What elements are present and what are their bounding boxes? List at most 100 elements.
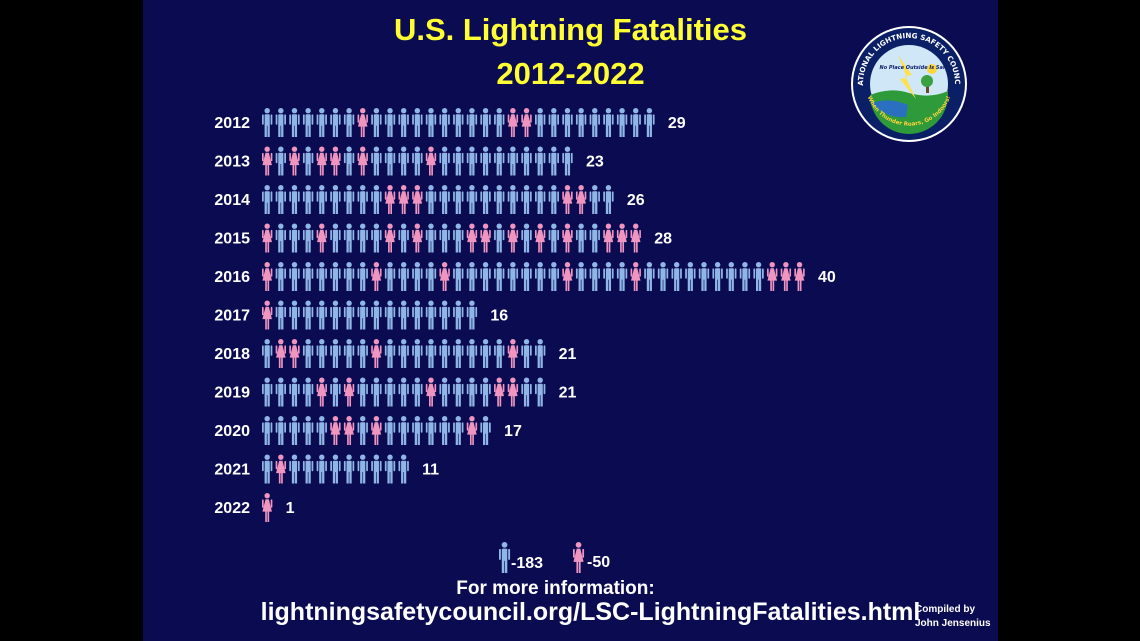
female-figure-icon <box>573 542 585 573</box>
male-figure-icon <box>439 146 450 176</box>
female-figure-icon <box>262 300 273 330</box>
male-figure-icon <box>343 146 355 176</box>
male-figure-icon <box>466 185 478 214</box>
male-figure-icon <box>616 262 628 291</box>
male-figure-icon <box>398 262 409 291</box>
male-figure-icon <box>535 108 546 137</box>
male-figure-icon <box>603 262 614 291</box>
male-figure-icon <box>357 377 368 407</box>
male-figure-icon <box>499 542 511 573</box>
male-figure-icon <box>466 146 478 176</box>
male-figure-icon <box>262 339 273 368</box>
female-figure-icon <box>562 185 573 214</box>
male-figure-icon <box>507 262 519 291</box>
data-label: 17 <box>504 423 522 440</box>
data-label: 21 <box>559 346 577 363</box>
male-figure-icon <box>316 454 327 484</box>
female-figure-icon <box>562 223 573 253</box>
male-figure-icon <box>439 300 450 330</box>
male-figure-icon <box>398 339 409 368</box>
year-label: 2019 <box>214 385 250 402</box>
male-figure-icon <box>739 262 751 291</box>
male-figure-icon <box>494 223 505 253</box>
male-figure-icon <box>275 146 287 176</box>
male-figure-icon <box>289 454 300 484</box>
male-figure-icon <box>453 108 464 137</box>
male-figure-icon <box>302 223 314 253</box>
male-figure-icon <box>289 108 300 137</box>
male-figure-icon <box>357 185 368 214</box>
male-figure-icon <box>603 185 614 214</box>
female-figure-icon <box>289 339 300 368</box>
male-figure-icon <box>384 300 396 330</box>
male-figure-icon <box>343 454 355 484</box>
female-figure-icon <box>425 146 437 176</box>
male-figure-icon <box>453 416 464 445</box>
female-figure-icon <box>507 377 519 407</box>
male-figure-icon <box>412 108 423 137</box>
data-label: 11 <box>422 462 439 479</box>
male-figure-icon <box>343 185 355 214</box>
compiler-name: John Jensenius <box>915 618 991 629</box>
female-figure-icon <box>466 223 478 253</box>
male-figure-icon <box>575 108 587 137</box>
male-figure-icon <box>289 262 300 291</box>
male-figure-icon <box>316 416 327 445</box>
male-figure-icon <box>616 108 628 137</box>
female-figure-icon <box>316 223 327 253</box>
female-figure-icon <box>262 223 273 253</box>
male-figure-icon <box>302 339 314 368</box>
female-figure-icon <box>384 185 396 214</box>
female-figure-icon <box>357 146 368 176</box>
male-figure-icon <box>398 454 409 484</box>
male-figure-icon <box>453 262 464 291</box>
male-figure-icon <box>343 339 355 368</box>
male-figure-icon <box>302 377 314 407</box>
male-figure-icon <box>357 262 368 291</box>
data-label: 29 <box>668 115 686 132</box>
male-figure-icon <box>371 300 382 330</box>
male-figure-icon <box>412 416 423 445</box>
legend-label: -50 <box>587 554 610 571</box>
pictograph-chart: 2012 29 2013 23 2014 26 2015 28 2016 40 2017 16 2018… <box>214 108 836 573</box>
male-figure-icon <box>535 185 546 214</box>
year-label: 2022 <box>214 500 250 517</box>
male-figure-icon <box>480 262 491 291</box>
female-figure-icon <box>330 146 341 176</box>
female-figure-icon <box>794 262 805 291</box>
male-figure-icon <box>644 262 655 291</box>
male-figure-icon <box>330 223 341 253</box>
data-label: 23 <box>586 154 604 171</box>
male-figure-icon <box>535 146 546 176</box>
compiled-by-label: Compiled by <box>915 604 976 615</box>
female-figure-icon <box>521 108 532 137</box>
data-label: 16 <box>490 308 508 325</box>
female-figure-icon <box>575 185 587 214</box>
female-figure-icon <box>316 146 327 176</box>
male-figure-icon <box>302 300 314 330</box>
male-figure-icon <box>330 108 341 137</box>
male-figure-icon <box>275 262 287 291</box>
year-label: 2015 <box>214 231 250 248</box>
male-figure-icon <box>425 262 437 291</box>
male-figure-icon <box>302 108 314 137</box>
slide: U.S. Lightning Fatalities 2012-2022 2012… <box>143 0 998 641</box>
male-figure-icon <box>289 185 300 214</box>
female-figure-icon <box>507 339 519 368</box>
male-figure-icon <box>575 223 587 253</box>
male-figure-icon <box>275 416 287 445</box>
male-figure-icon <box>548 262 560 291</box>
male-figure-icon <box>466 262 478 291</box>
male-figure-icon <box>289 223 300 253</box>
male-figure-icon <box>644 108 655 137</box>
male-figure-icon <box>398 416 409 445</box>
male-figure-icon <box>302 262 314 291</box>
male-figure-icon <box>343 108 355 137</box>
logo-inner-text: No Place Outside Is Safe ! <box>880 65 953 71</box>
male-figure-icon <box>657 262 669 291</box>
male-figure-icon <box>384 454 396 484</box>
male-figure-icon <box>521 146 532 176</box>
source-url-link[interactable]: lightningsafetycouncil.org/LSC-Lightning… <box>260 598 921 626</box>
female-figure-icon <box>616 223 628 253</box>
male-figure-icon <box>589 108 600 137</box>
